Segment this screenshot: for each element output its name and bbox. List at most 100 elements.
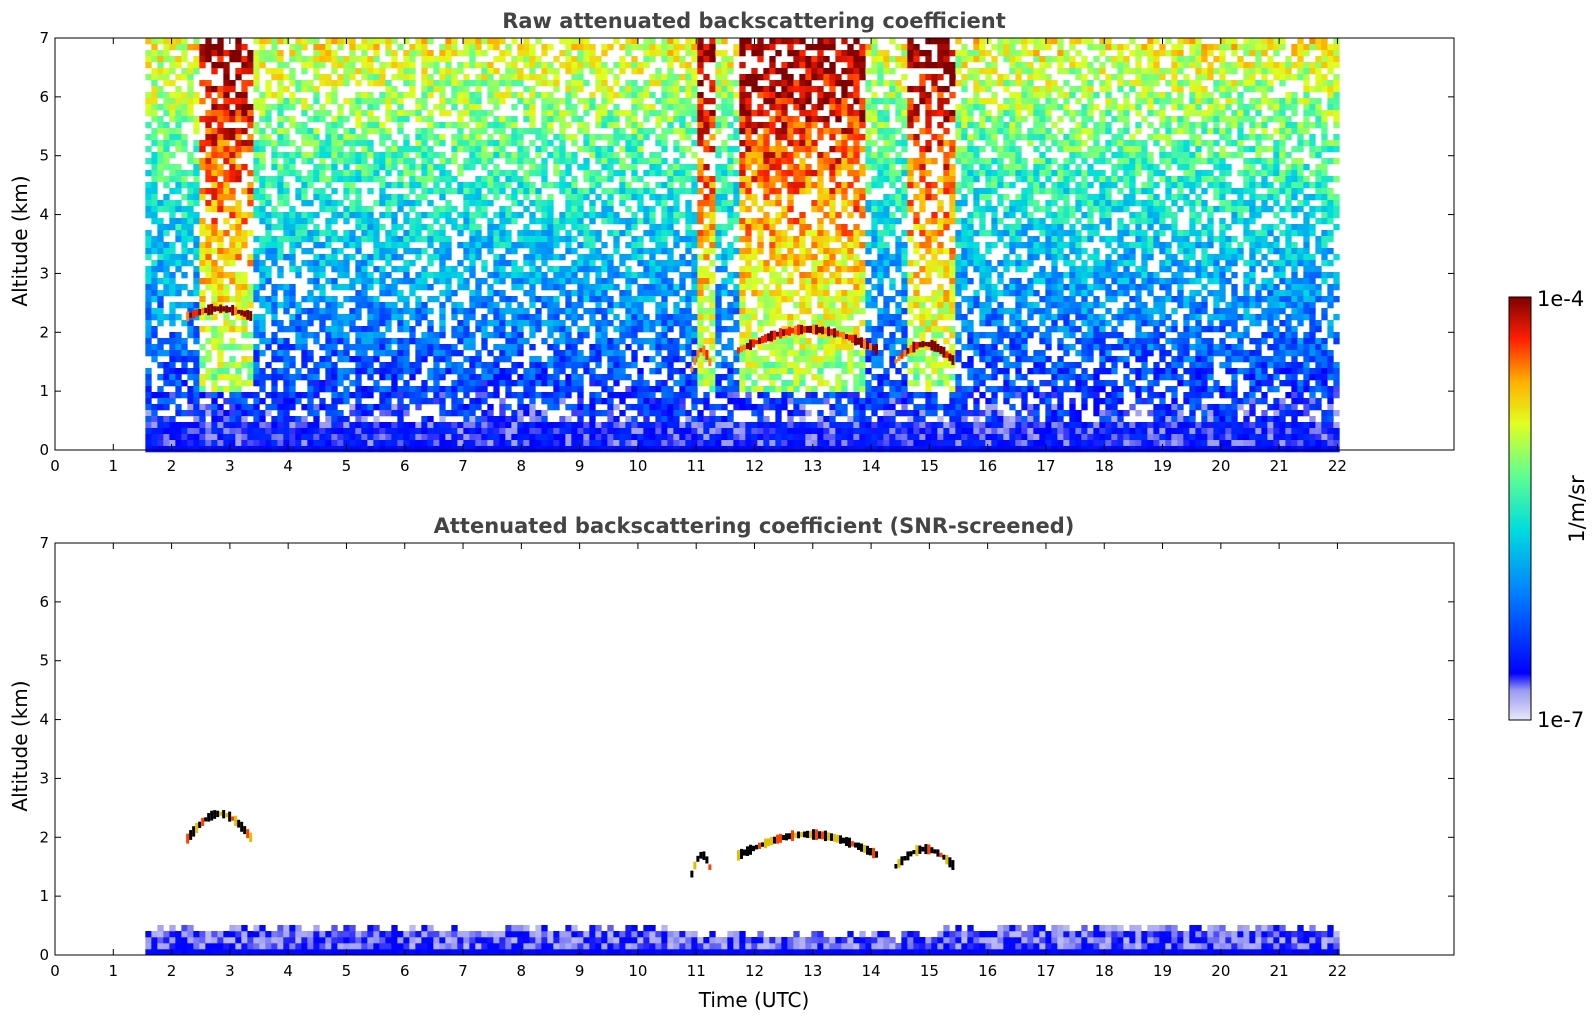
heat-cell: [277, 200, 283, 206]
heat-cell: [595, 236, 601, 242]
heat-cell: [385, 254, 391, 260]
heat-cell: [529, 380, 535, 386]
heat-cell: [439, 176, 445, 182]
heat-cell: [385, 170, 391, 176]
heat-cell: [601, 266, 607, 272]
heat-cell: [193, 362, 199, 368]
heat-cell: [427, 212, 433, 218]
heat-cell: [187, 188, 193, 194]
heat-cell: [229, 194, 235, 200]
heat-cell: [655, 320, 661, 326]
heat-cell: [655, 224, 661, 230]
heat-cell: [301, 212, 307, 218]
heat-cell: [415, 422, 421, 428]
heat-cell: [157, 386, 163, 392]
heat-cell: [247, 212, 253, 218]
heat-cell: [577, 266, 583, 272]
heat-cell: [319, 380, 325, 386]
heat-cell: [145, 242, 151, 248]
heat-cell: [475, 92, 481, 98]
heat-cell: [727, 164, 733, 170]
heat-cell: [559, 50, 565, 56]
heat-cell: [337, 140, 343, 146]
heat-cell: [541, 428, 547, 434]
heat-cell: [673, 320, 679, 326]
heat-cell: [571, 194, 577, 200]
heat-cell: [181, 350, 187, 356]
heat-cell: [319, 266, 325, 272]
heat-cell: [163, 56, 169, 62]
heat-cell: [559, 212, 565, 218]
heat-cell: [499, 428, 505, 434]
heat-cell: [175, 218, 181, 224]
heat-cell: [601, 164, 607, 170]
heat-cell: [637, 200, 643, 206]
heat-cell: [337, 416, 343, 422]
heat-cell: [283, 194, 289, 200]
heat-cell: [391, 140, 397, 146]
heat-cell: [367, 404, 373, 410]
heat-cell: [679, 116, 685, 122]
heat-cell: [559, 368, 565, 374]
heat-cell: [175, 386, 181, 392]
heat-cell: [259, 386, 265, 392]
heat-cell: [505, 338, 511, 344]
heat-cell: [595, 332, 601, 338]
heat-cell: [721, 362, 727, 368]
heat-cell: [487, 422, 493, 428]
heat-cell: [673, 410, 679, 416]
heat-cell: [607, 86, 613, 92]
heat-cell: [607, 350, 613, 356]
heat-cell: [337, 314, 343, 320]
heat-cell: [673, 440, 679, 446]
heat-cell: [211, 230, 217, 236]
heat-cell: [559, 176, 565, 182]
heat-cell: [649, 104, 655, 110]
heat-cell: [439, 278, 445, 284]
heat-cell: [541, 110, 547, 116]
heat-cell: [499, 434, 505, 440]
heat-cell: [649, 446, 655, 452]
heat-cell: [319, 80, 325, 86]
heat-cell: [253, 98, 259, 104]
heat-cell: [469, 416, 475, 422]
heat-cell: [625, 116, 631, 122]
heat-cell: [715, 338, 721, 344]
heat-cell: [211, 98, 217, 104]
heat-cell: [403, 236, 409, 242]
heat-cell: [331, 380, 337, 386]
heat-cell: [739, 248, 745, 254]
heat-cell: [505, 218, 511, 224]
heat-cell: [313, 128, 319, 134]
heat-cell: [451, 68, 457, 74]
heat-cell: [427, 152, 433, 158]
heat-cell: [145, 446, 151, 452]
heat-cell: [463, 38, 469, 44]
heat-cell: [313, 56, 319, 62]
heat-cell: [655, 134, 661, 140]
heat-cell: [415, 98, 421, 104]
heat-cell: [421, 440, 427, 446]
heat-cell: [613, 350, 619, 356]
heat-cell: [229, 254, 235, 260]
heat-cell: [151, 170, 157, 176]
heat-cell: [607, 194, 613, 200]
heat-cell: [361, 236, 367, 242]
heat-cell: [691, 332, 697, 338]
heat-cell: [565, 326, 571, 332]
heat-cell: [589, 284, 595, 290]
heat-cell: [247, 446, 253, 452]
heat-cell: [697, 104, 703, 110]
heat-cell: [187, 212, 193, 218]
heat-cell: [265, 182, 271, 188]
heat-cell: [445, 272, 451, 278]
heat-cell: [577, 434, 583, 440]
heat-cell: [283, 98, 289, 104]
heat-cell: [655, 266, 661, 272]
heat-cell: [391, 350, 397, 356]
heat-cell: [307, 86, 313, 92]
heat-cell: [505, 140, 511, 146]
heat-cell: [673, 158, 679, 164]
heat-cell: [193, 332, 199, 338]
heat-cell: [151, 158, 157, 164]
